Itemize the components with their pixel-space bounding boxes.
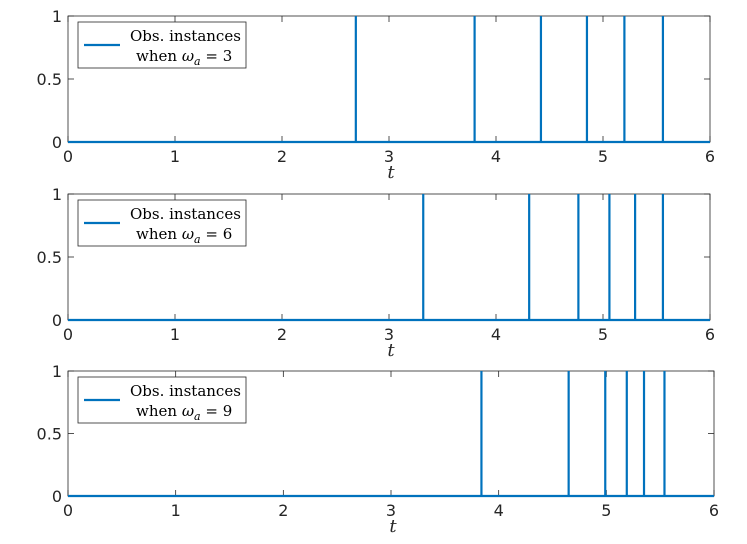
x-tick-label: 2: [277, 325, 287, 344]
x-tick-label: 1: [171, 501, 181, 520]
x-tick-label: 6: [709, 501, 719, 520]
subplot-2: 0 1 2 3 4 5 6 0 0.5 1 t Obs. instances when ωa = 6: [37, 185, 716, 361]
x-tick-label: 6: [705, 147, 715, 166]
y-tick-label: 0.5: [37, 248, 62, 267]
legend-label-line2: when ωa = 3: [136, 47, 232, 68]
legend-suffix: = 6: [201, 225, 233, 243]
legend-prefix: when: [136, 225, 182, 243]
x-axis-label: t: [387, 162, 395, 183]
x-tick-label: 0: [63, 501, 73, 520]
legend-label-line1: Obs. instances: [130, 27, 241, 45]
y-tick-label: 0: [52, 487, 62, 506]
legend-subscript: a: [194, 55, 201, 68]
legend-label-line2: when ωa = 9: [136, 402, 232, 423]
legend-label-line2: when ωa = 6: [136, 225, 232, 246]
y-tick-label: 0.5: [37, 425, 62, 444]
y-tick-label: 0: [52, 311, 62, 330]
legend-subscript: a: [194, 233, 201, 246]
x-tick-label: 6: [705, 325, 715, 344]
x-axis-label: t: [387, 340, 395, 361]
legend: Obs. instances when ωa = 3: [77, 21, 247, 69]
legend: Obs. instances when ωa = 9: [77, 376, 247, 424]
legend-label-line1: Obs. instances: [130, 382, 241, 400]
x-tick-label: 1: [170, 325, 180, 344]
legend-symbol: ω: [182, 402, 194, 420]
x-tick-label: 2: [278, 501, 288, 520]
subplot-1: 0 1 2 3 4 5 6 0 0.5 1 t Obs. instances when ωa = 3: [37, 7, 716, 183]
legend-suffix: = 3: [201, 47, 233, 65]
legend-symbol: ω: [182, 47, 194, 65]
legend-prefix: when: [136, 402, 182, 420]
x-tick-label: 5: [598, 325, 608, 344]
legend-prefix: when: [136, 47, 182, 65]
legend-subscript: a: [194, 410, 201, 423]
x-axis-label: t: [389, 516, 397, 537]
x-tick-label: 5: [601, 501, 611, 520]
x-tick-label: 5: [598, 147, 608, 166]
x-tick-label: 4: [491, 147, 501, 166]
x-tick-label: 4: [494, 501, 504, 520]
x-tick-label: 0: [63, 325, 73, 344]
x-tick-label: 2: [277, 147, 287, 166]
legend-suffix: = 9: [201, 402, 233, 420]
x-tick-label: 1: [170, 147, 180, 166]
y-tick-label: 0.5: [37, 70, 62, 89]
x-tick-label: 4: [491, 325, 501, 344]
x-tick-label: 3: [386, 501, 396, 520]
legend-symbol: ω: [182, 225, 194, 243]
x-tick-label: 3: [384, 325, 394, 344]
legend: Obs. instances when ωa = 6: [77, 199, 247, 247]
y-tick-label: 1: [52, 362, 62, 381]
subplot-3: 0 1 2 3 4 5 6 0 0.5 1 t Obs. instances when ωa = 9: [37, 362, 720, 537]
x-tick-label: 0: [63, 147, 73, 166]
legend-label-line1: Obs. instances: [130, 205, 241, 223]
x-tick-label: 3: [384, 147, 394, 166]
y-tick-label: 1: [52, 7, 62, 26]
y-tick-label: 0: [52, 133, 62, 152]
y-tick-label: 1: [52, 185, 62, 204]
